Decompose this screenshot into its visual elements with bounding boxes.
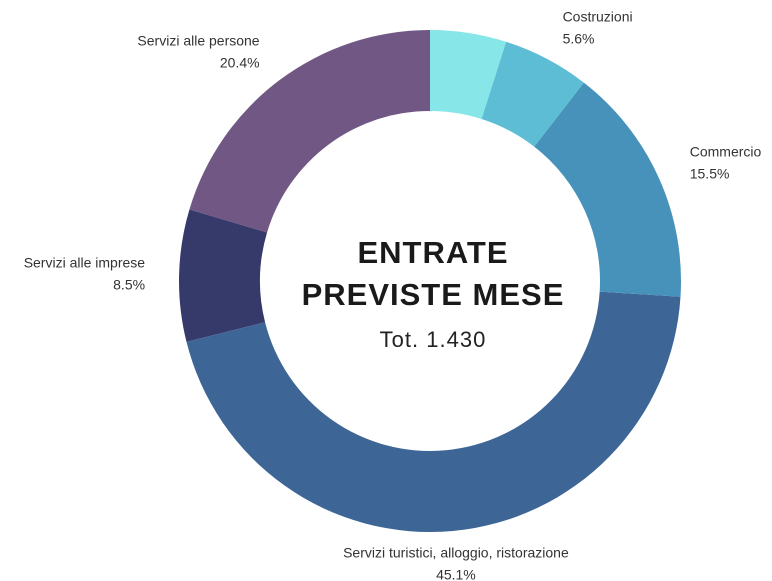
- center-title: ENTRATE: [357, 235, 508, 270]
- donut-slice: [430, 30, 507, 119]
- donut-slice: [534, 82, 681, 297]
- donut-slice: [189, 30, 430, 233]
- value-label: 20.4%: [220, 54, 260, 70]
- donut-slice: [186, 291, 681, 533]
- value-label: 45.1%: [436, 567, 476, 581]
- slice-label: Servizi alle imprese: [24, 254, 146, 270]
- donut-slice: [481, 41, 584, 147]
- slice-label: Costruzioni: [563, 8, 633, 24]
- value-label: 15.5%: [690, 165, 730, 181]
- donut-slice: [179, 209, 268, 342]
- slice-label: Servizi turistici, alloggio, ristorazion…: [343, 545, 569, 561]
- value-label: 5.6%: [563, 30, 595, 46]
- center-title: PREVISTE MESE: [302, 277, 565, 312]
- slice-label: Servizi alle persone: [137, 32, 259, 48]
- value-label: 8.5%: [113, 276, 145, 292]
- slice-label: Commercio: [690, 143, 762, 159]
- center-subtitle: Tot. 1.430: [380, 327, 487, 352]
